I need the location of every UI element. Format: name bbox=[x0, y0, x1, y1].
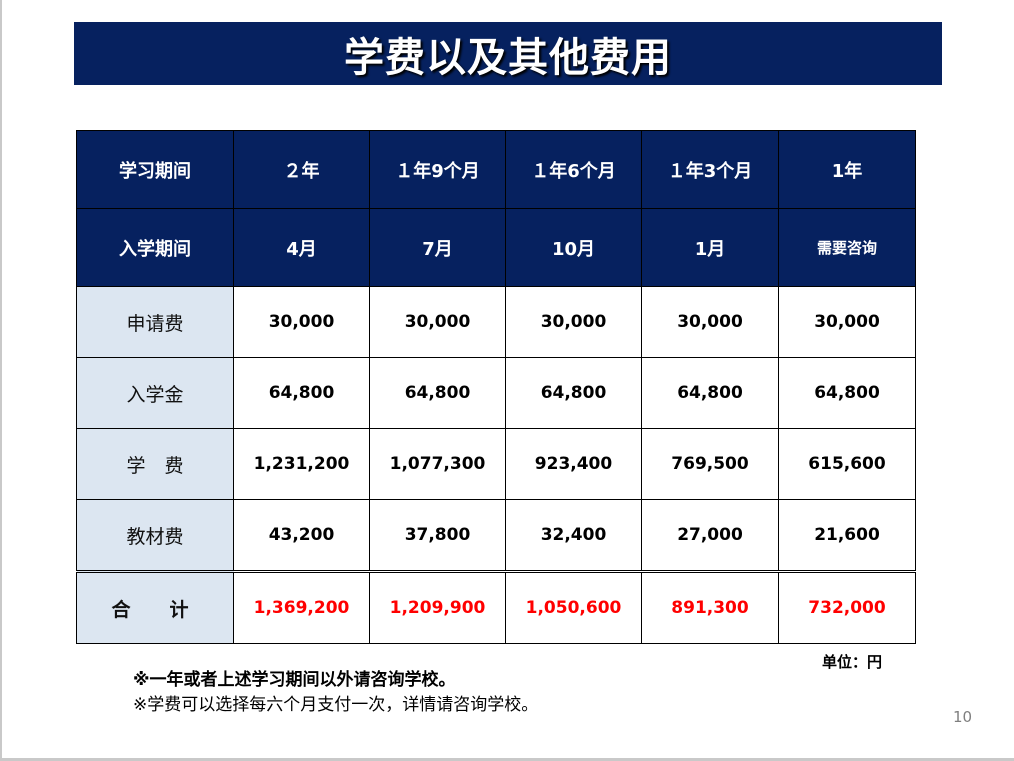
slide-left-border bbox=[0, 0, 2, 761]
total-cell: 1,369,200 bbox=[233, 570, 370, 644]
total-cell: 1,209,900 bbox=[369, 570, 506, 644]
page-title: 学费以及其他费用 bbox=[344, 34, 672, 81]
table-row-application-fee: 申请费 30,000 30,000 30,000 30,000 30,000 bbox=[76, 286, 916, 358]
fee-cell: 64,800 bbox=[505, 357, 642, 429]
enroll-period-cell: 1月 bbox=[641, 208, 779, 287]
fee-cell: 30,000 bbox=[641, 286, 779, 358]
total-cell: 1,050,600 bbox=[505, 570, 642, 644]
fee-cell: 30,000 bbox=[369, 286, 506, 358]
fee-cell: 43,200 bbox=[233, 499, 370, 572]
row-label: 入学金 bbox=[76, 357, 234, 429]
table-row-tuition: 学 费 1,231,200 1,077,300 923,400 769,500 … bbox=[76, 428, 916, 500]
fee-cell: 64,800 bbox=[778, 357, 916, 429]
slide-bottom-border bbox=[0, 758, 1014, 761]
fee-cell: 923,400 bbox=[505, 428, 642, 500]
fee-cell: 1,077,300 bbox=[369, 428, 506, 500]
enroll-period-cell: 7月 bbox=[369, 208, 506, 287]
study-period-cell: １年6个月 bbox=[505, 130, 642, 209]
row-label: 教材费 bbox=[76, 499, 234, 572]
fee-cell: 32,400 bbox=[505, 499, 642, 572]
table-row-materials-fee: 教材费 43,200 37,800 32,400 27,000 21,600 bbox=[76, 499, 916, 572]
table-row-admission-fee: 入学金 64,800 64,800 64,800 64,800 64,800 bbox=[76, 357, 916, 429]
enroll-period-row: 入学期间 4月 7月 10月 1月 需要咨询 bbox=[76, 208, 916, 287]
total-cell: 732,000 bbox=[778, 570, 916, 644]
fee-cell: 64,800 bbox=[233, 357, 370, 429]
enroll-period-label: 入学期间 bbox=[76, 208, 234, 287]
enroll-period-cell: 需要咨询 bbox=[778, 208, 916, 287]
study-period-row: 学习期间 ２年 １年9个月 １年6个月 １年3个月 1年 bbox=[76, 130, 916, 209]
fee-cell: 30,000 bbox=[505, 286, 642, 358]
enroll-period-cell: 4月 bbox=[233, 208, 370, 287]
study-period-cell: 1年 bbox=[778, 130, 916, 209]
row-label: 学 费 bbox=[76, 428, 234, 500]
title-banner: 学费以及其他费用 bbox=[74, 22, 942, 85]
fee-cell: 1,231,200 bbox=[233, 428, 370, 500]
footnote-consult: ※一年或者上述学习期间以外请咨询学校。 bbox=[133, 670, 456, 690]
footnote-installment: ※学费可以选择每六个月支付一次，详情请咨询学校。 bbox=[133, 695, 539, 715]
fee-cell: 769,500 bbox=[641, 428, 779, 500]
row-label: 申请费 bbox=[76, 286, 234, 358]
fee-cell: 21,600 bbox=[778, 499, 916, 572]
study-period-cell: １年3个月 bbox=[641, 130, 779, 209]
total-label: 合 计 bbox=[76, 570, 234, 644]
table-row-total: 合 计 1,369,200 1,209,900 1,050,600 891,30… bbox=[76, 570, 916, 644]
fee-cell: 615,600 bbox=[778, 428, 916, 500]
fee-cell: 30,000 bbox=[233, 286, 370, 358]
fee-cell: 64,800 bbox=[641, 357, 779, 429]
fee-cell: 30,000 bbox=[778, 286, 916, 358]
fee-table: 学习期间 ２年 １年9个月 １年6个月 １年3个月 1年 入学期间 4月 7月 … bbox=[76, 130, 916, 644]
fee-cell: 27,000 bbox=[641, 499, 779, 572]
study-period-cell: １年9个月 bbox=[369, 130, 506, 209]
enroll-period-cell: 10月 bbox=[505, 208, 642, 287]
total-cell: 891,300 bbox=[641, 570, 779, 644]
fee-cell: 37,800 bbox=[369, 499, 506, 572]
page-number: 10 bbox=[953, 708, 973, 726]
fee-cell: 64,800 bbox=[369, 357, 506, 429]
currency-unit-note: 单位：円 bbox=[822, 653, 883, 671]
study-period-cell: ２年 bbox=[233, 130, 370, 209]
study-period-label: 学习期间 bbox=[76, 130, 234, 209]
